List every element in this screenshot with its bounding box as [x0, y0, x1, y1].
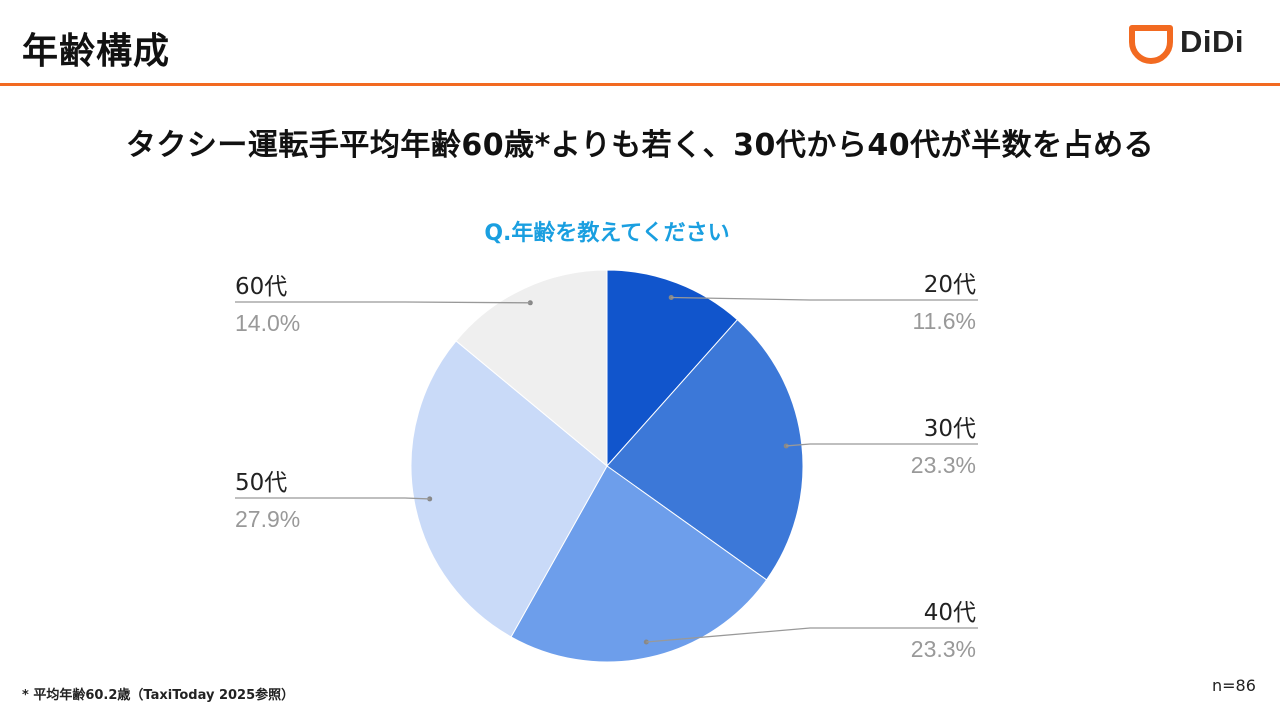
pie-slice-4	[410, 340, 608, 638]
leader-line	[235, 497, 430, 500]
didi-logo-icon	[1129, 25, 1173, 64]
leader-line	[786, 443, 978, 447]
leader-line	[671, 296, 978, 301]
sample-size: n=86	[1212, 676, 1256, 695]
footnote: * 平均年齢60.2歳（TaxiToday 2025参照）	[22, 688, 295, 703]
page-title: 年齢構成	[22, 31, 171, 72]
slice-percent-label: 23.3%	[911, 452, 976, 478]
slice-category-label: 20代	[924, 272, 976, 298]
pie-slice-1	[606, 269, 739, 468]
pie-slice-3	[510, 465, 768, 663]
slice-category-label: 30代	[924, 416, 976, 442]
chart-title: Q.年齢を教えてください	[484, 220, 729, 246]
header-divider	[0, 83, 1280, 86]
didi-logo: DiDi	[1128, 22, 1268, 66]
leader-line	[646, 627, 978, 643]
slice-category-label: 40代	[924, 600, 976, 626]
headline: タクシー運転手平均年齢60歳*よりも若く、30代から40代が半数を占める	[125, 128, 1155, 163]
pie-slice-5	[455, 269, 608, 468]
slice-percent-label: 23.3%	[911, 636, 976, 662]
slice-category-label: 60代	[235, 274, 287, 300]
slice-category-label: 50代	[235, 470, 287, 496]
slice-percent-label: 11.6%	[912, 308, 976, 334]
leader-line	[235, 301, 531, 304]
slice-percent-label: 27.9%	[235, 506, 300, 532]
logo-text: DiDi	[1180, 24, 1244, 59]
slice-percent-label: 14.0%	[235, 310, 300, 336]
